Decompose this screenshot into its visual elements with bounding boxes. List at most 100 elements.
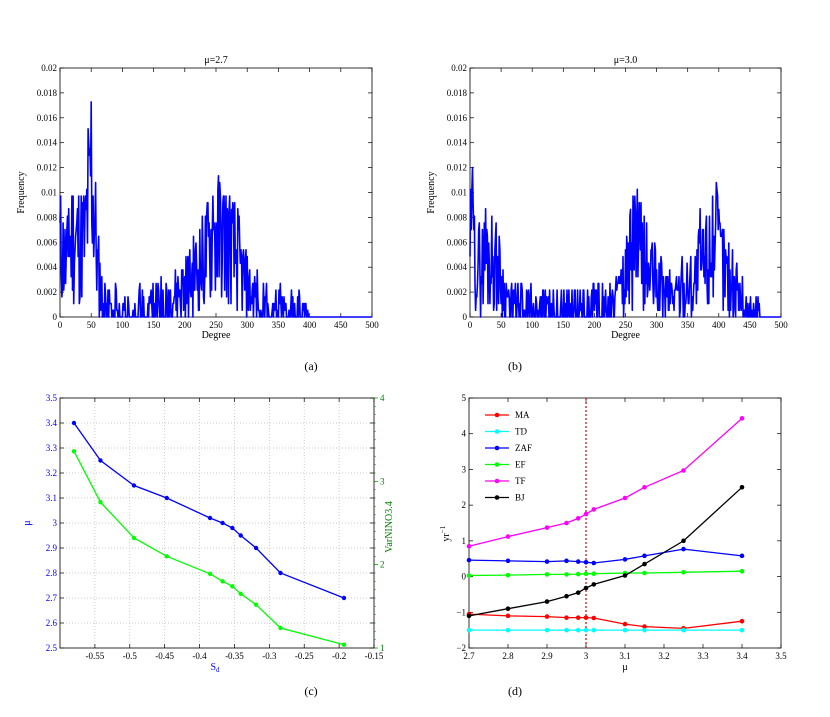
series-point-TF: [505, 534, 511, 539]
x-tick-label: -0.5: [123, 651, 138, 661]
series-point-MA: [564, 615, 569, 620]
y-right-tick-label: 4: [380, 393, 385, 403]
y-axis-label: Frequency: [16, 171, 27, 213]
series-point-1: [71, 449, 77, 454]
y-tick-label: 0.006: [447, 237, 468, 247]
x-axis-label: μ: [622, 662, 627, 673]
series-point-0: [253, 545, 259, 551]
legend-swatch-marker: [494, 495, 500, 500]
x-tick-label: 3.2: [658, 651, 669, 661]
series-point-EF: [544, 572, 550, 577]
y-right-tick-label: 1: [380, 643, 385, 653]
series-point-0: [220, 520, 225, 526]
series-point-TF: [583, 511, 589, 517]
legend-swatch-marker: [494, 412, 500, 418]
series-point-0: [98, 458, 103, 463]
y-tick-label: 0.014: [447, 138, 468, 148]
y-tick-label: 0.016: [447, 113, 468, 123]
series-point-1: [238, 591, 243, 597]
y-tick-label: 0.018: [447, 88, 468, 98]
series-point-0: [278, 570, 283, 576]
series-point-1: [164, 554, 169, 559]
series-point-BJ: [681, 538, 686, 544]
legend-swatch-marker: [494, 429, 500, 434]
y-right-tick-label: 3: [380, 476, 385, 486]
x-tick-label: -0.3: [262, 651, 277, 661]
series-point-MA: [739, 618, 745, 624]
series-point-0: [71, 420, 77, 426]
y-tick-label: 0.018: [37, 88, 58, 98]
y-tick-label: 2.7: [46, 593, 58, 603]
series-point-TD: [591, 627, 597, 633]
y-tick-label: 5: [462, 393, 467, 403]
y-tick-label: 3.3: [46, 443, 58, 453]
series-point-TF: [642, 484, 647, 490]
y-tick-label: 2.9: [46, 543, 58, 553]
series-point-TD: [466, 627, 472, 633]
y-tick-label: 0: [463, 312, 468, 322]
x-tick-label: 100: [525, 320, 539, 330]
panel-c: -0.55 -0.5 -0.45 -0.4 -0.35 -0.3 -0.25 -0.2 -0.1…: [22, 393, 395, 698]
series-point-TD: [622, 627, 628, 633]
series-line-0: [73, 422, 345, 599]
series-point-TD: [544, 627, 550, 633]
x-tick-label: -0.2: [332, 651, 346, 661]
legend-swatch-marker: [494, 445, 500, 451]
x-tick-label: 2.7: [463, 651, 475, 661]
x-tick-label: 500: [774, 320, 788, 330]
y-axis-label: yr−1: [439, 525, 452, 541]
series-point-0: [207, 515, 213, 521]
x-tick-label: 350: [272, 320, 286, 330]
series-point-TD: [583, 627, 589, 633]
legend-label: TD: [515, 427, 527, 437]
y-tick-label: 3: [53, 518, 58, 528]
y-tick-label: 0.012: [447, 163, 467, 173]
x-tick-label: 500: [365, 320, 379, 330]
y-tick-label: 2.6: [46, 618, 58, 628]
y-right-axis-label: VarNINO3.4: [384, 501, 395, 552]
x-tick-label: 450: [334, 320, 348, 330]
series-point-MA: [622, 621, 628, 627]
y-tick-label: 3.4: [46, 418, 58, 428]
series-point-BJ: [642, 561, 647, 567]
histogram-series-line: [59, 101, 372, 318]
x-tick-label: 400: [712, 320, 726, 330]
legend-label: EF: [515, 460, 526, 470]
series-point-1: [220, 579, 225, 584]
x-tick-label: 2.8: [502, 651, 514, 661]
series-point-EF: [466, 573, 472, 578]
series-point-1: [253, 602, 259, 607]
x-tick-label: 400: [303, 320, 317, 330]
x-tick-label: 150: [147, 320, 161, 330]
x-tick-label: 150: [557, 320, 571, 330]
y-tick-label: 0.004: [37, 262, 58, 272]
y-tick-label: 3.5: [46, 393, 58, 403]
x-tick-label: 3.4: [736, 651, 748, 661]
y-tick-label: 2: [462, 500, 467, 510]
series-point-MA: [505, 613, 511, 619]
series-point-ZAF: [575, 559, 581, 564]
y-tick-label: 0.014: [37, 138, 58, 148]
legend-label: ZAF: [515, 443, 532, 453]
series-point-ZAF: [739, 553, 745, 559]
x-tick-label: -0.4: [192, 651, 207, 661]
y-tick-label: 0: [53, 312, 58, 322]
series-point-EF: [583, 571, 589, 577]
series-point-ZAF: [466, 557, 472, 563]
series-point-TD: [505, 627, 511, 633]
x-tick-label: 3: [584, 651, 589, 661]
x-tick-label: 250: [619, 320, 633, 330]
x-axis-label-subscript: d: [216, 666, 220, 674]
series-point-ZAF: [681, 546, 686, 552]
series-point-BJ: [575, 590, 581, 595]
panel-caption: (b): [508, 359, 522, 373]
series-point-BJ: [544, 599, 550, 604]
x-tick-label: 2.9: [541, 651, 553, 661]
y-axis-label-superscript: −1: [439, 525, 447, 533]
series-point-1: [230, 584, 235, 589]
series-point-ZAF: [622, 557, 628, 562]
panel-d: 2.7 2.8 2.9 3 3.1 3.2 3.3 3.4 3.5−2−1012345μyr−1…: [439, 393, 787, 698]
legend-label: MA: [515, 410, 530, 420]
panel-a: 0 50 100 150 200 250 300 350 400 450 500 0 0.002 0.00…: [16, 55, 379, 373]
series-point-0: [230, 525, 235, 531]
